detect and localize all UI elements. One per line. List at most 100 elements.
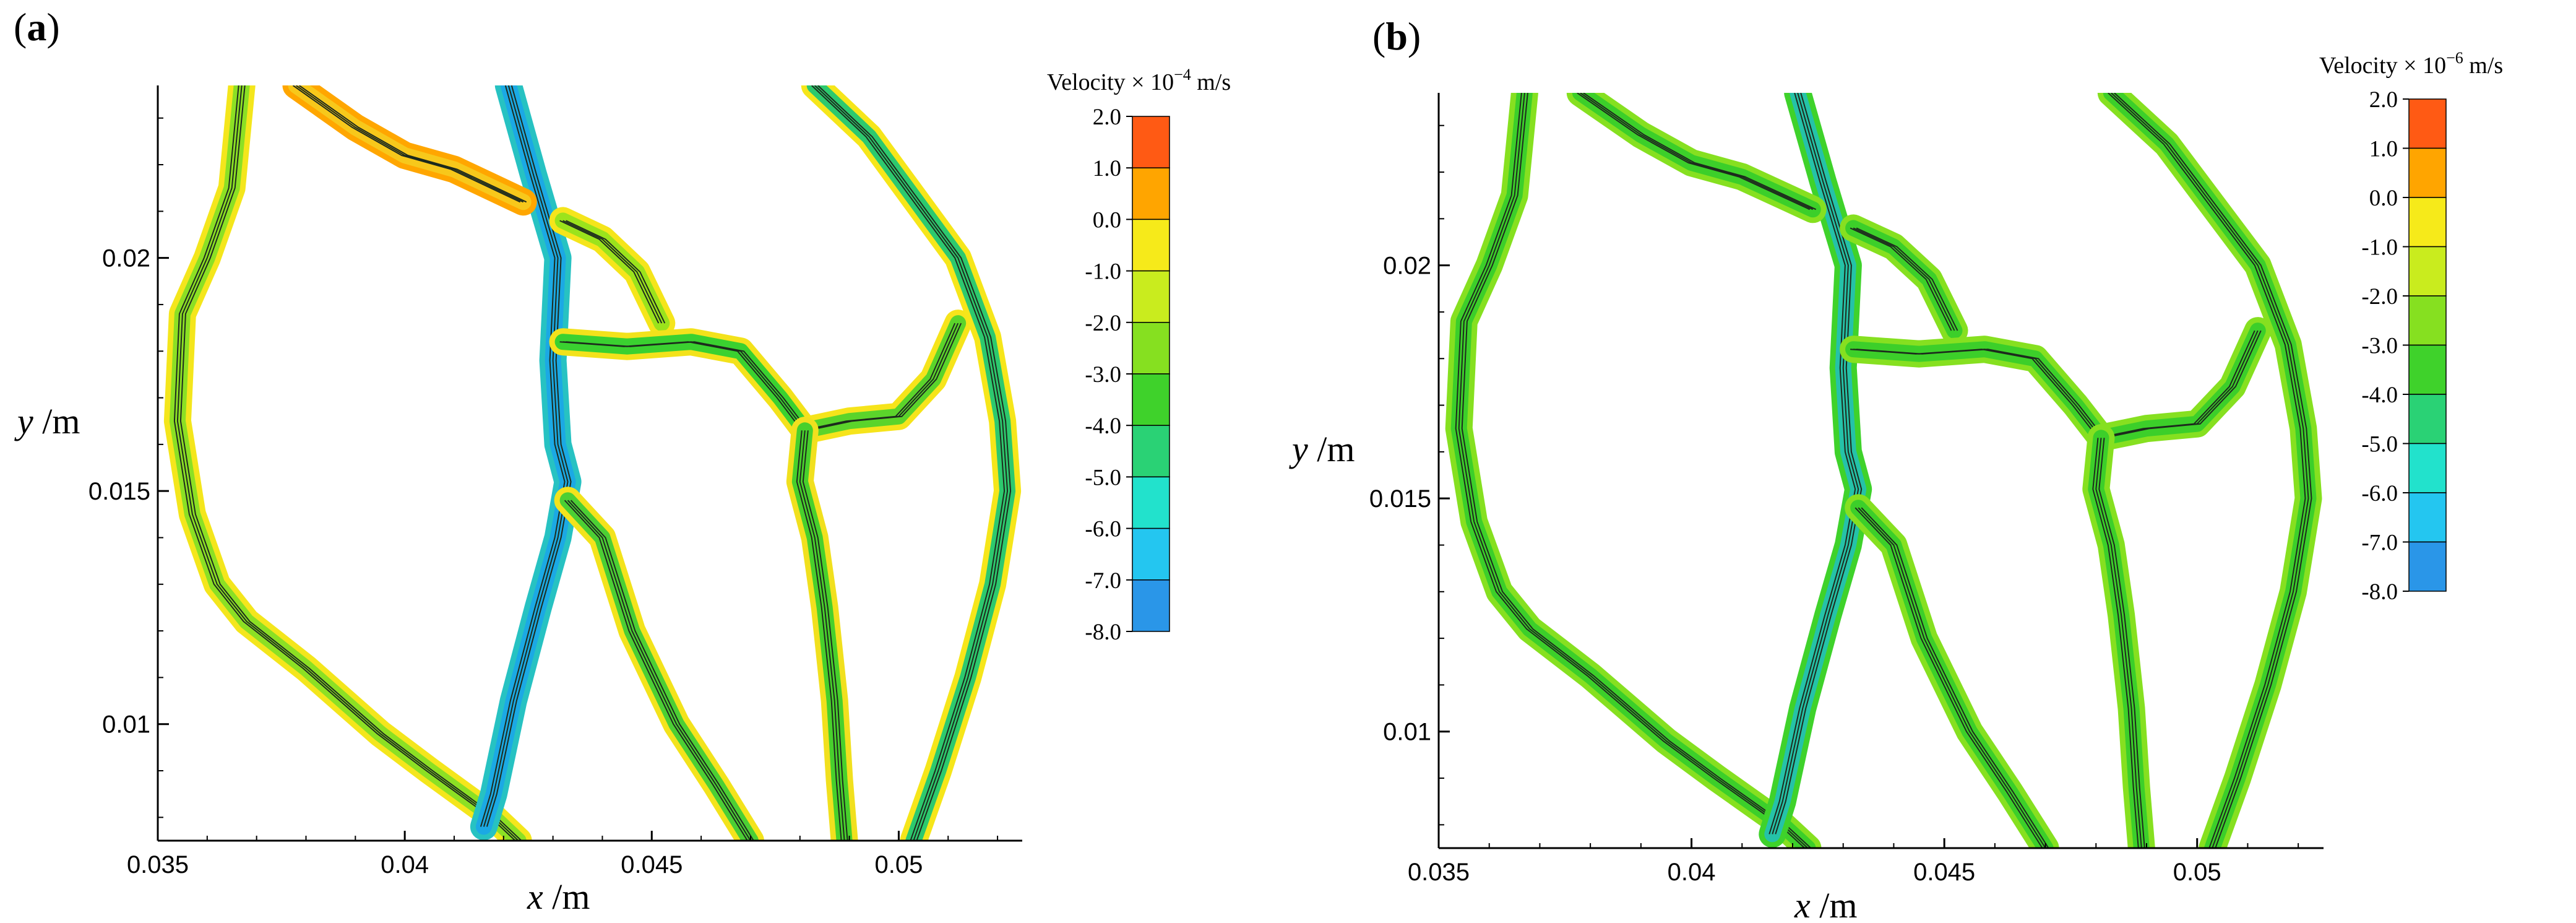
streamline <box>1858 507 2046 848</box>
colorbar-label: -1.0 <box>1085 259 1121 285</box>
streamline <box>1768 93 1856 834</box>
x-tick-label: 0.05 <box>2173 859 2221 886</box>
colorbar-swatch <box>1132 270 1170 323</box>
plot-area-a <box>163 85 1022 841</box>
streamline <box>1861 507 2049 848</box>
streamline <box>564 500 748 841</box>
streamline <box>2098 438 2145 848</box>
colorbar-swatch <box>2408 147 2447 198</box>
streamline <box>566 341 809 431</box>
streamline <box>1580 93 1814 210</box>
streamline <box>1856 349 2105 438</box>
streamline <box>176 85 519 841</box>
x-tick-label: 0.045 <box>621 851 683 878</box>
axes-b <box>1437 93 2324 849</box>
colorbar-label: -7.0 <box>1085 568 1121 594</box>
streamline <box>2092 438 2139 848</box>
colorbar-swatch <box>1132 167 1170 220</box>
colorbar-label: -8.0 <box>2361 579 2398 605</box>
streamline <box>292 85 521 203</box>
streamline <box>796 430 842 841</box>
streamline <box>2111 93 2309 848</box>
colorbar-swatch <box>2408 541 2447 592</box>
colorbar-swatch <box>1132 425 1170 478</box>
panel-a-label: (a) <box>14 5 60 49</box>
streamline <box>559 220 660 324</box>
ticks-b: 0.035 0.04 0.045 0.05 0.01 0.015 0.02 <box>1369 124 2299 886</box>
panel-a: (a) 0.035 0.04 0.045 0.05 0.01 0.015 0.02 x /m… <box>14 5 1231 917</box>
y-axis-title-b: y /m <box>1289 429 1355 469</box>
colorbar-label: 0.0 <box>1093 207 1121 233</box>
streamline <box>1577 93 1811 210</box>
colorbar-label: 1.0 <box>2369 137 2398 162</box>
streamline <box>1850 227 1952 331</box>
colorbar-swatch <box>2408 295 2447 346</box>
colorbar-title-a: Velocity × 10−4 m/s <box>1047 66 1231 95</box>
colorbar-label: -7.0 <box>2361 531 2398 556</box>
plot-area-b <box>1445 93 2322 848</box>
streamline <box>295 85 524 203</box>
streamline <box>802 430 848 841</box>
panel-b-label: (b) <box>1372 14 1421 58</box>
colorbar-label: -2.0 <box>2361 284 2398 310</box>
colorbar-swatch <box>2408 197 2447 248</box>
y-tick-label: 0.01 <box>1383 719 1431 746</box>
streamline <box>1775 93 1863 834</box>
streamline <box>566 220 666 324</box>
axes-a <box>157 85 1022 842</box>
streamline <box>2114 93 2312 848</box>
streamline <box>811 85 1006 841</box>
colorbar-label: 2.0 <box>2369 87 2398 113</box>
colorbar-label: -6.0 <box>2361 481 2398 506</box>
y-tick-label: 0.015 <box>1369 485 1431 513</box>
streamline <box>799 430 845 841</box>
colorbar-label: -2.0 <box>1085 311 1121 336</box>
colorbar-swatch <box>1132 476 1170 529</box>
colorbar-swatch <box>2408 394 2447 444</box>
colorbar-label: -4.0 <box>1085 414 1121 439</box>
colorbar-swatch <box>1132 219 1170 272</box>
colorbar-swatch <box>2408 246 2447 297</box>
colorbar-label: 2.0 <box>1093 105 1121 130</box>
colorbar-b: 2.0 1.0 0.0 -1.0 -2.0 -3.0 -4.0 -5.0 -6.0 -7.0 -8.… <box>2361 87 2447 605</box>
colorbar-swatch <box>1132 116 1170 168</box>
colorbar-swatch <box>1132 322 1170 375</box>
streamline <box>480 85 566 827</box>
y-tick-label: 0.02 <box>102 245 150 272</box>
colorbar-label: -5.0 <box>1085 465 1121 490</box>
y-tick-label: 0.02 <box>1383 253 1431 280</box>
streamline <box>179 85 522 841</box>
panel-b: (b) 0.035 0.04 0.045 0.05 0.01 0.015 0.02 x /m… <box>1289 14 2503 923</box>
colorbar-swatch <box>2408 98 2447 149</box>
x-tick-label: 0.05 <box>874 851 923 878</box>
streamline <box>2104 330 2262 439</box>
streamline <box>808 323 962 431</box>
x-tick-label: 0.04 <box>381 851 429 878</box>
streamline <box>1853 227 1955 331</box>
streamline <box>562 220 663 324</box>
streamline <box>1854 507 2043 848</box>
colorbar-label: 1.0 <box>1093 156 1121 181</box>
colorbar-label: 0.0 <box>2369 186 2398 211</box>
colorbar-swatch <box>1132 373 1170 426</box>
x-tick-label: 0.04 <box>1668 859 1716 886</box>
streamline <box>483 85 569 827</box>
streamline <box>567 500 751 841</box>
colorbar-label: -5.0 <box>2361 432 2398 457</box>
streamline <box>1458 93 1809 848</box>
x-axis-title-a: x /m <box>527 877 590 917</box>
colorbar-label: -1.0 <box>2361 235 2398 261</box>
colorbar-a: 2.0 1.0 0.0 -1.0 -2.0 -3.0 -4.0 -5.0 -6.0 -7.0 -8.… <box>1085 105 1170 645</box>
colorbar-label: -8.0 <box>1085 620 1121 645</box>
streamline <box>1583 93 1817 210</box>
colorbar-label: -6.0 <box>1085 517 1121 542</box>
colorbar-swatch <box>1132 579 1170 632</box>
ticks-a: 0.035 0.04 0.045 0.05 0.01 0.015 0.02 <box>88 117 999 878</box>
streamline <box>173 85 516 841</box>
streamline <box>1461 93 1812 848</box>
x-tick-label: 0.045 <box>1913 859 1975 886</box>
streamline <box>486 85 572 827</box>
streamline <box>570 500 754 841</box>
colorbar-label: -3.0 <box>2361 334 2398 359</box>
